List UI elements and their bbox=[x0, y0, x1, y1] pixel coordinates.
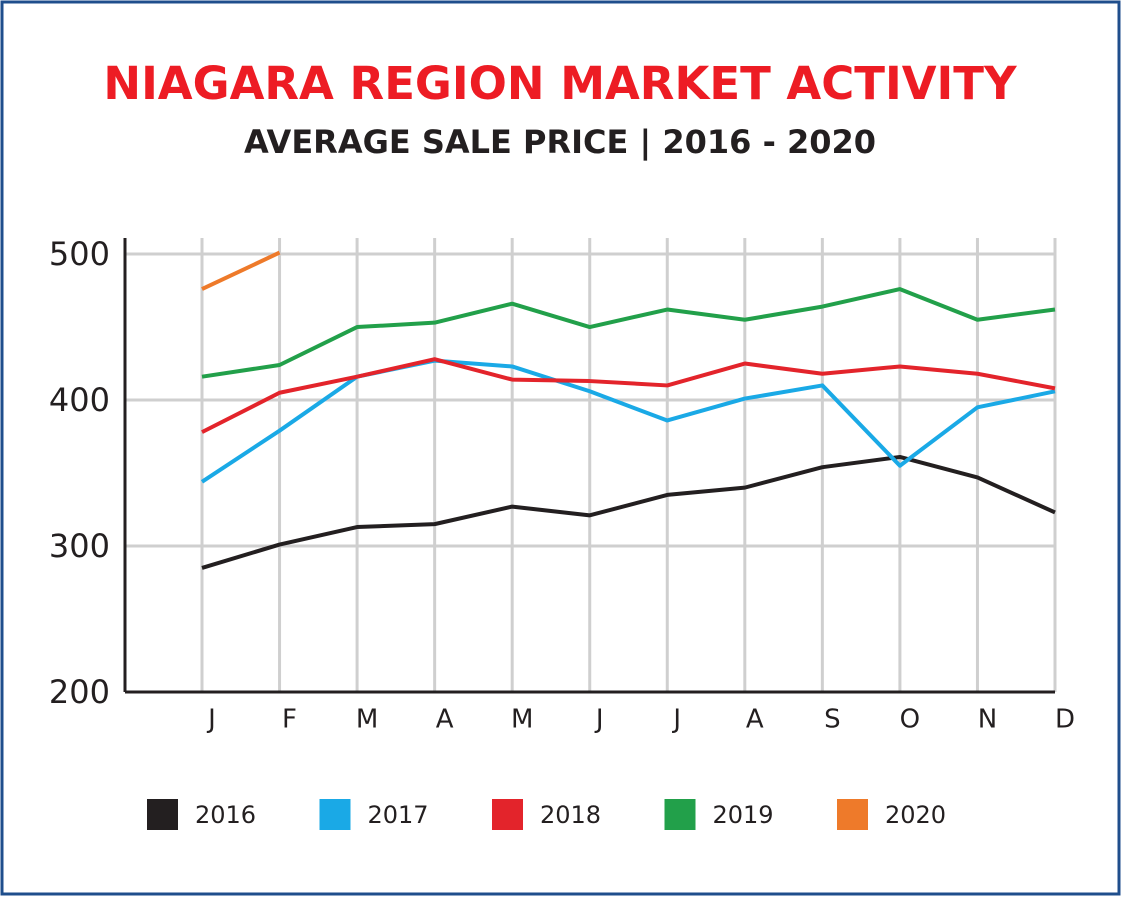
legend-swatch bbox=[837, 799, 868, 830]
series-line bbox=[200, 358, 1056, 484]
y-tick-label: 500 bbox=[49, 235, 110, 273]
legend-swatch bbox=[319, 799, 351, 830]
x-tick-label: J bbox=[671, 705, 681, 735]
series-line bbox=[201, 357, 1056, 434]
x-tick-label: F bbox=[282, 705, 297, 735]
x-tick-label: A bbox=[436, 705, 454, 735]
legend-swatch bbox=[147, 799, 178, 830]
legend-label: 2020 bbox=[885, 801, 946, 829]
x-tick-label: A bbox=[746, 705, 764, 735]
x-tick-label: J bbox=[206, 705, 216, 735]
legend-label: 2017 bbox=[368, 801, 429, 829]
y-tick-label: 300 bbox=[49, 527, 110, 565]
y-tick-label: 200 bbox=[49, 673, 110, 711]
series-line bbox=[201, 287, 1056, 379]
series-line bbox=[201, 250, 281, 291]
legend-swatch bbox=[664, 799, 696, 830]
chart-subtitle: AVERAGE SALE PRICE | 2016 - 2020 bbox=[244, 123, 876, 162]
legend-label: 2018 bbox=[540, 801, 601, 829]
legend-label: 2019 bbox=[713, 801, 774, 829]
x-tick-label: M bbox=[356, 705, 378, 735]
x-tick-label: N bbox=[978, 705, 997, 735]
x-tick-label: O bbox=[900, 705, 920, 735]
series-line bbox=[201, 454, 1056, 570]
x-tick-label: S bbox=[824, 705, 841, 735]
x-tick-label: D bbox=[1055, 705, 1075, 735]
y-tick-label: 400 bbox=[49, 381, 110, 419]
x-tick-label: J bbox=[594, 705, 604, 735]
legend-swatch bbox=[492, 799, 523, 830]
x-tick-label: M bbox=[511, 705, 533, 735]
chart-title: NIAGARA REGION MARKET ACTIVITY bbox=[103, 57, 1018, 110]
legend-label: 2016 bbox=[195, 801, 256, 829]
